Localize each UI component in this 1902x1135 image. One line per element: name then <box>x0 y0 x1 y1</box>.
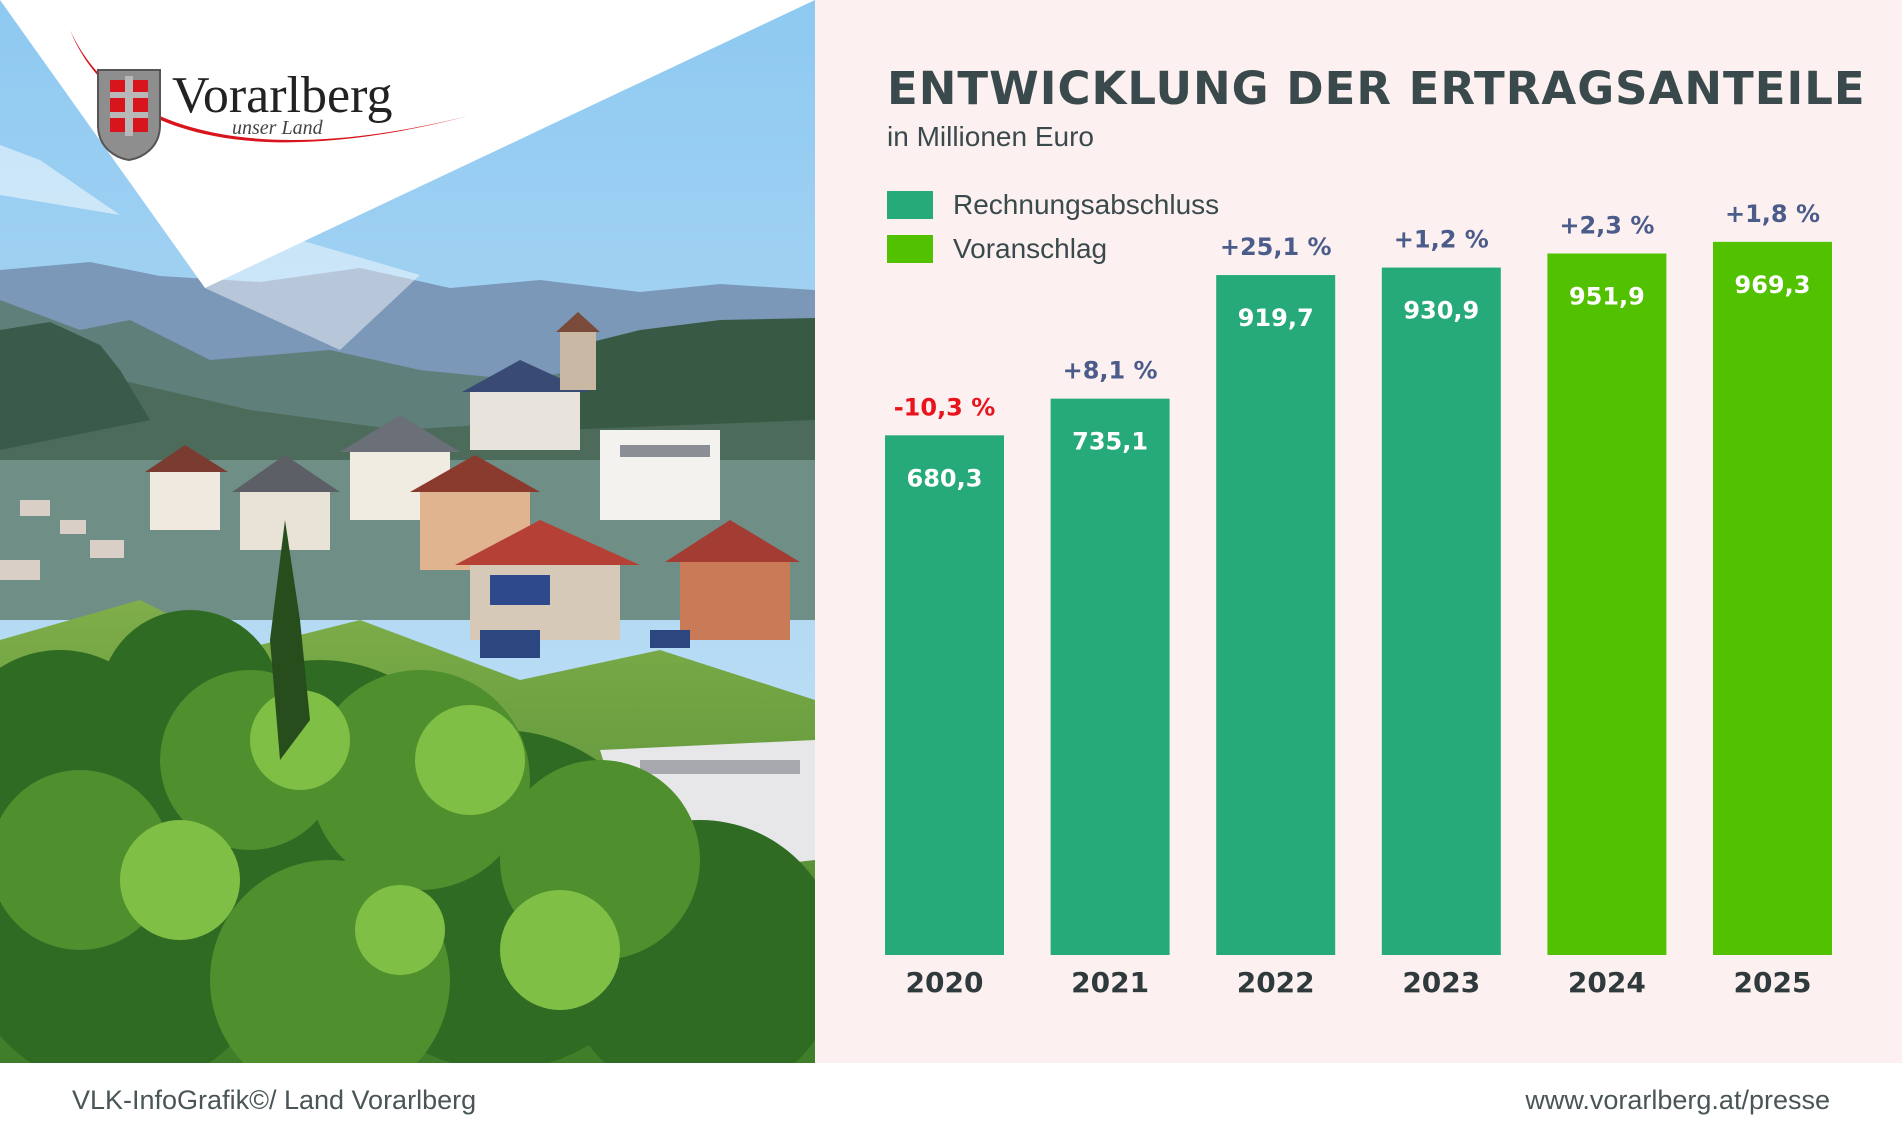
x-tick-2022: 2022 <box>1237 966 1315 999</box>
legend-item-voranschlag: Voranschlag <box>887 227 1219 271</box>
x-tick-2020: 2020 <box>906 966 984 999</box>
logo-tagline: unser Land <box>232 117 324 139</box>
value-label-2020: 680,3 <box>907 464 983 492</box>
change-label-2023: +1,2 % <box>1394 226 1489 254</box>
bar-2024 <box>1547 253 1667 956</box>
x-tick-2024: 2024 <box>1568 966 1646 999</box>
footer: VLK-InfoGrafik©/ Land Vorarlberg www.vor… <box>0 1063 1902 1135</box>
value-label-2021: 735,1 <box>1072 428 1148 456</box>
change-label-2021: +8,1 % <box>1063 357 1158 385</box>
footer-credit: VLK-InfoGrafik©/ Land Vorarlberg <box>72 1085 477 1115</box>
legend-item-rechnungsabschluss: Rechnungsabschluss <box>887 183 1219 227</box>
x-tick-2021: 2021 <box>1071 966 1149 999</box>
change-label-2020: -10,3 % <box>894 393 996 421</box>
change-label-2022: +25,1 % <box>1220 233 1332 261</box>
bar-2022 <box>1216 275 1336 955</box>
legend-label-voranschlag: Voranschlag <box>953 233 1108 264</box>
chart-panel: ENTWICKLUNG DER ERTRAGSANTEILE in Millio… <box>815 0 1902 1063</box>
bar-2025 <box>1713 241 1832 956</box>
vorarlberg-logo: Vorarlberg unser Land <box>70 30 468 162</box>
value-label-2023: 930,9 <box>1403 297 1479 325</box>
legend-swatch-voranschlag <box>887 235 933 263</box>
bar-chart: 680,3 -10,3 % 2020 735,1 +8,1 % 2021 919,7 +25,… <box>885 200 1832 999</box>
logo-name: Vorarlberg <box>172 67 392 124</box>
x-tick-2023: 2023 <box>1402 966 1480 999</box>
chart-subtitle: in Millionen Euro <box>887 121 1094 152</box>
bar-2021 <box>1050 398 1170 955</box>
bar-2023 <box>1381 267 1501 955</box>
value-label-2022: 919,7 <box>1238 304 1314 332</box>
footer-url[interactable]: www.vorarlberg.at/presse <box>1525 1085 1830 1115</box>
change-label-2024: +2,3 % <box>1559 211 1654 239</box>
x-tick-2025: 2025 <box>1734 966 1812 999</box>
bar-2020 <box>885 435 1004 955</box>
chart-title: ENTWICKLUNG DER ERTRAGSANTEILE <box>887 62 1866 115</box>
value-label-2025: 969,3 <box>1735 271 1811 299</box>
chart-legend: Rechnungsabschluss Voranschlag <box>887 183 1219 271</box>
landscape-photo: Vorarlberg unser Land <box>0 0 815 1063</box>
value-label-2024: 951,9 <box>1569 282 1645 310</box>
legend-label-rechnungsabschluss: Rechnungsabschluss <box>953 189 1220 220</box>
legend-swatch-rechnungsabschluss <box>887 191 933 219</box>
change-label-2025: +1,8 % <box>1725 200 1820 228</box>
